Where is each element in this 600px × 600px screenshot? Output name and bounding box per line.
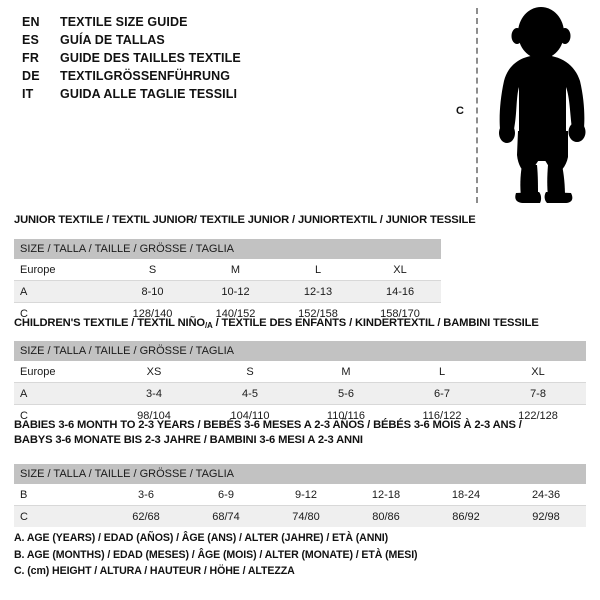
babies-b-c6: 24-36 [506,484,587,506]
babies-row-b-label: B [14,484,106,506]
children-c-c1: 98/104 [106,404,202,426]
section-title-children-post: / TEXTILE DES ENFANTS / KINDERTEXTIL / B… [212,317,539,329]
language-code-en: EN [22,15,40,29]
legend-line-c: C. (cm) HEIGHT / ALTURA / HAUTEUR / HÖHE… [14,565,295,577]
children-europe-c3: M [298,361,394,383]
children-row-europe-label: Europe [14,361,106,383]
junior-table-header-row: SIZE / TALLA / TAILLE / GRÖSSE / TAGLIA [14,239,442,259]
language-row-fr: FR GUIDE DES TAILLES TEXTILE [22,49,442,67]
babies-c-c5: 86/92 [426,505,506,527]
babies-c-c2: 68/74 [186,505,266,527]
children-row-europe: Europe XS S M L XL [14,361,587,383]
children-a-c3: 5-6 [298,382,394,405]
toddler-silhouette-icon [499,7,586,203]
section-title-babies: BABIES 3-6 MONTH TO 2-3 YEARS / BEBÉS 3-… [14,418,594,448]
junior-row-c-label: C [14,302,111,324]
junior-row-a: A 8-10 10-12 12-13 14-16 [14,280,442,303]
babies-c-c3: 74/80 [266,505,346,527]
junior-europe-c4: XL [359,259,442,281]
babies-c-c6: 92/98 [506,505,587,527]
children-a-c2: 4-5 [202,382,298,405]
junior-a-c3: 12-13 [277,280,359,303]
language-row-it: IT GUIDA ALLE TAGLIE TESSILI [22,85,442,103]
babies-b-c5: 18-24 [426,484,506,506]
language-title-fr: GUIDE DES TAILLES TEXTILE [60,51,241,65]
junior-c-c3: 152/158 [277,302,359,324]
junior-a-c2: 10-12 [194,280,277,303]
babies-row-c: C 62/68 68/74 74/80 80/86 86/92 92/98 [14,505,587,527]
children-europe-c4: L [394,361,490,383]
language-title-es: GUÍA DE TALLAS [60,33,165,47]
babies-c-c1: 62/68 [106,505,186,527]
height-measure-label: C [456,105,464,117]
children-row-c: C 98/104 104/110 110/116 116/122 122/128 [14,404,587,426]
language-title-en: TEXTILE SIZE GUIDE [60,15,188,29]
children-row-c-label: C [14,404,106,426]
height-measure-figure: C [450,0,600,210]
legend-line-b: B. AGE (MONTHS) / EDAD (MESES) / ÂGE (MO… [14,548,418,561]
language-header-block: EN TEXTILE SIZE GUIDE ES GUÍA DE TALLAS … [22,13,442,103]
section-title-children-sub: /A [204,321,213,330]
section-title-babies-line2: BABYS 3-6 MONATE BIS 2-3 JAHRE / BAMBINI… [14,434,363,446]
language-title-it: GUIDA ALLE TAGLIE TESSILI [60,87,238,101]
language-code-fr: FR [22,51,40,65]
language-row-en: EN TEXTILE SIZE GUIDE [22,13,442,31]
children-row-a-label: A [14,382,106,405]
children-c-c5: 122/128 [490,404,587,426]
babies-b-c2: 6-9 [186,484,266,506]
section-title-children-pre: CHILDREN'S TEXTILE / TEXTIL NIÑO [14,317,205,329]
legend-line-a: A. AGE (YEARS) / EDAD (AÑOS) / ÂGE (ANS)… [14,532,389,544]
babies-row-c-label: C [14,505,106,527]
children-a-c4: 6-7 [394,382,490,405]
junior-row-europe: Europe S M L XL [14,259,442,281]
junior-row-europe-label: Europe [14,259,111,281]
babies-row-b: B 3-6 6-9 9-12 12-18 18-24 24-36 [14,484,587,506]
children-a-c5: 7-8 [490,382,587,405]
children-c-c2: 104/110 [202,404,298,426]
junior-c-c2: 140/152 [194,302,277,324]
children-table-header-row: SIZE / TALLA / TAILLE / GRÖSSE / TAGLIA [14,341,587,361]
section-title-babies-line1: BABIES 3-6 MONTH TO 2-3 YEARS / BEBÉS 3-… [14,419,522,431]
section-title-children: CHILDREN'S TEXTILE / TEXTIL NIÑO/A / TEX… [14,317,539,330]
babies-b-c1: 3-6 [106,484,186,506]
junior-a-c4: 14-16 [359,280,442,303]
measurement-legend: A. AGE (YEARS) / EDAD (AÑOS) / ÂGE (ANS)… [14,530,574,580]
junior-table-header-label: SIZE / TALLA / TAILLE / GRÖSSE / TAGLIA [14,239,442,259]
children-c-c4: 116/122 [394,404,490,426]
babies-size-table: SIZE / TALLA / TAILLE / GRÖSSE / TAGLIA … [14,464,587,527]
section-title-junior: JUNIOR TEXTILE / TEXTIL JUNIOR/ TEXTILE … [14,214,476,226]
babies-b-c3: 9-12 [266,484,346,506]
height-dashed-line [476,8,478,203]
language-row-es: ES GUÍA DE TALLAS [22,31,442,49]
junior-c-c1: 128/140 [111,302,194,324]
children-row-a: A 3-4 4-5 5-6 6-7 7-8 [14,382,587,405]
language-row-de: DE TEXTILGRÖSSENFÜHRUNG [22,67,442,85]
language-title-de: TEXTILGRÖSSENFÜHRUNG [60,69,231,83]
junior-c-c4: 158/170 [359,302,442,324]
junior-europe-c3: L [277,259,359,281]
language-code-de: DE [22,69,40,83]
babies-table-header-row: SIZE / TALLA / TAILLE / GRÖSSE / TAGLIA [14,464,587,484]
junior-row-a-label: A [14,280,111,303]
children-europe-c2: S [202,361,298,383]
junior-size-table: SIZE / TALLA / TAILLE / GRÖSSE / TAGLIA … [14,239,442,324]
children-table-header-label: SIZE / TALLA / TAILLE / GRÖSSE / TAGLIA [14,341,587,361]
language-code-es: ES [22,33,40,47]
children-size-table: SIZE / TALLA / TAILLE / GRÖSSE / TAGLIA … [14,341,587,426]
junior-europe-c2: M [194,259,277,281]
children-europe-c1: XS [106,361,202,383]
babies-b-c4: 12-18 [346,484,426,506]
babies-table-header-label: SIZE / TALLA / TAILLE / GRÖSSE / TAGLIA [14,464,587,484]
language-code-it: IT [22,87,34,101]
children-europe-c5: XL [490,361,587,383]
junior-row-c: C 128/140 140/152 152/158 158/170 [14,302,442,324]
junior-a-c1: 8-10 [111,280,194,303]
children-a-c1: 3-4 [106,382,202,405]
junior-europe-c1: S [111,259,194,281]
babies-c-c4: 80/86 [346,505,426,527]
children-c-c3: 110/116 [298,404,394,426]
